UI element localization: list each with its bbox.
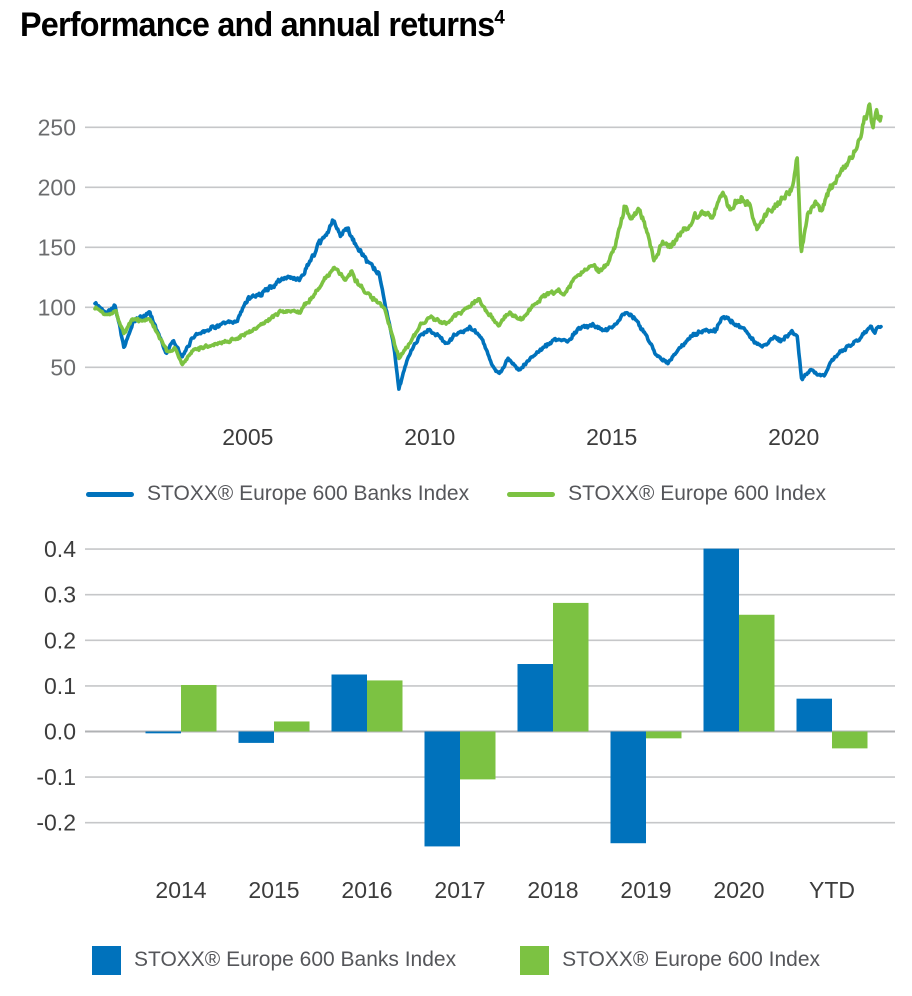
y-tick-label: 0.3 [44,582,76,608]
page-title-text: Performance and annual returns [20,6,495,44]
market-square-swatch [520,945,550,975]
legend-item-market: STOXX® Europe 600 Index [507,482,826,506]
x-category-label: 2014 [155,877,206,903]
y-tick-label: 0.0 [44,719,76,745]
x-tick-label: 2015 [586,424,637,450]
annual-returns-bar-chart: 0.4 0.3 0.2 0.1 0.0 -0.1 -0.2 2014 2015 2016 2017 2… [36,536,895,903]
line-series-market [93,102,883,367]
legend-item-banks: STOXX® Europe 600 Banks Index [85,482,470,506]
x-category-label: 2018 [527,877,578,903]
bar-market-2018 [553,602,589,732]
bar-banks-2018 [517,664,553,732]
y-tick-label: 200 [38,174,76,200]
bar-banks-2015 [238,731,274,743]
y-tick-label: -0.2 [36,810,76,836]
banks-line-swatch [85,491,134,497]
bar-chart-axis-labels: 0.4 0.3 0.2 0.1 0.0 -0.1 -0.2 2014 2015 2016 2017 2… [36,536,855,903]
line-chart-axis-labels: 250 200 150 100 50 2005 2010 2015 2020 [38,114,820,450]
market-line-swatch [507,491,556,497]
banks-legend-label: STOXX® Europe 600 Banks Index [133,948,457,971]
bar-banks-2014 [145,731,181,734]
x-category-label: 2016 [341,877,392,903]
y-tick-label: 0.2 [44,627,76,653]
market-legend-label: STOXX® Europe 600 Index [562,948,820,971]
page-title-footnote-marker: 4 [494,6,505,29]
y-tick-label: 0.4 [44,536,76,562]
bar-market-2016 [367,680,403,732]
performance-line-chart: 250 200 150 100 50 2005 2010 2015 2020 [38,102,895,450]
x-tick-label: 2010 [404,424,455,450]
market-legend-label: STOXX® Europe 600 Index [568,482,826,505]
bar-banks-2019 [610,731,646,844]
page-title: Performance and annual returns4 [20,6,505,45]
x-category-label: 2015 [248,877,299,903]
bar-market-YTD [832,731,868,749]
y-tick-label: 150 [38,234,76,260]
y-tick-label: 250 [38,114,76,140]
x-category-label: 2017 [434,877,485,903]
bar-market-2020 [739,614,775,732]
bar-banks-2017 [424,731,460,847]
legend-item-banks: STOXX® Europe 600 Banks Index [91,945,457,975]
bar-chart-legend: STOXX® Europe 600 Banks Index STOXX® Eur… [0,944,912,976]
x-category-label: 2019 [620,877,671,903]
banks-square-swatch [91,945,121,975]
y-tick-label: 50 [50,354,76,380]
bar-banks-2020 [703,548,739,732]
line-chart-gridlines [85,126,895,369]
bar-market-2015 [274,721,310,732]
bar-chart-bars [145,548,868,847]
x-category-label: 2020 [713,877,764,903]
bar-banks-2016 [331,674,367,732]
line-chart-legend: STOXX® Europe 600 Banks Index STOXX® Eur… [0,480,912,508]
y-tick-label: 100 [38,294,76,320]
bar-banks-YTD [796,698,832,732]
bar-market-2014 [181,684,217,732]
bar-market-2017 [460,731,496,780]
x-category-label: YTD [809,877,855,903]
line-series-banks [93,218,883,391]
legend-item-market: STOXX® Europe 600 Index [520,945,820,975]
bar-market-2019 [646,731,682,739]
banks-legend-label: STOXX® Europe 600 Banks Index [146,482,470,505]
x-tick-label: 2005 [222,424,273,450]
y-tick-label: -0.1 [36,764,76,790]
x-tick-label: 2020 [768,424,819,450]
y-tick-label: 0.1 [44,673,76,699]
